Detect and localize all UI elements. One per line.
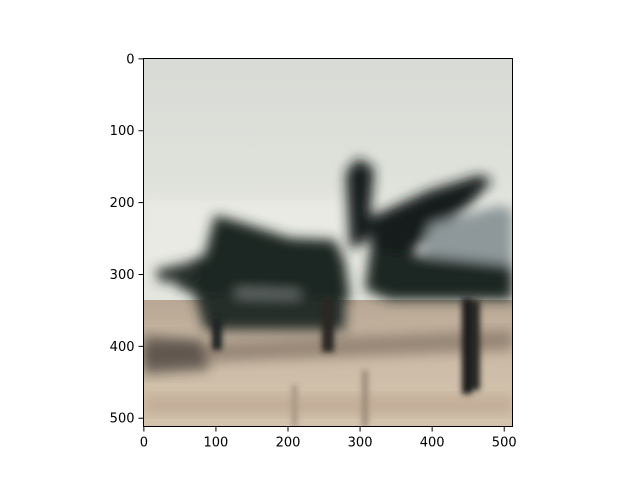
ground-dark-patch: [143, 335, 210, 375]
x-tick-label: 500: [492, 436, 517, 451]
y-tick-label: 0: [126, 52, 134, 67]
y-tick-label: 200: [110, 196, 135, 211]
x-tick-label: 300: [348, 436, 373, 451]
x-tick-label: 200: [276, 436, 301, 451]
x-axis: 0 100 200 300 400 500: [140, 426, 517, 451]
x-tick-label: 100: [204, 436, 229, 451]
landing-gear: [212, 298, 480, 427]
x-tick-label: 0: [140, 436, 148, 451]
y-tick-label: 100: [110, 124, 135, 139]
y-axis: 0 100 200 300 400 500: [110, 52, 144, 427]
y-tick-label: 300: [110, 268, 135, 283]
ground-stripe: [143, 395, 513, 415]
x-tick-label: 400: [420, 436, 445, 451]
y-tick-label: 500: [110, 412, 135, 427]
axes-frame: [143, 58, 513, 427]
aircraft: [155, 158, 513, 330]
photo-image: [143, 58, 513, 427]
y-tick-label: 400: [110, 340, 135, 355]
